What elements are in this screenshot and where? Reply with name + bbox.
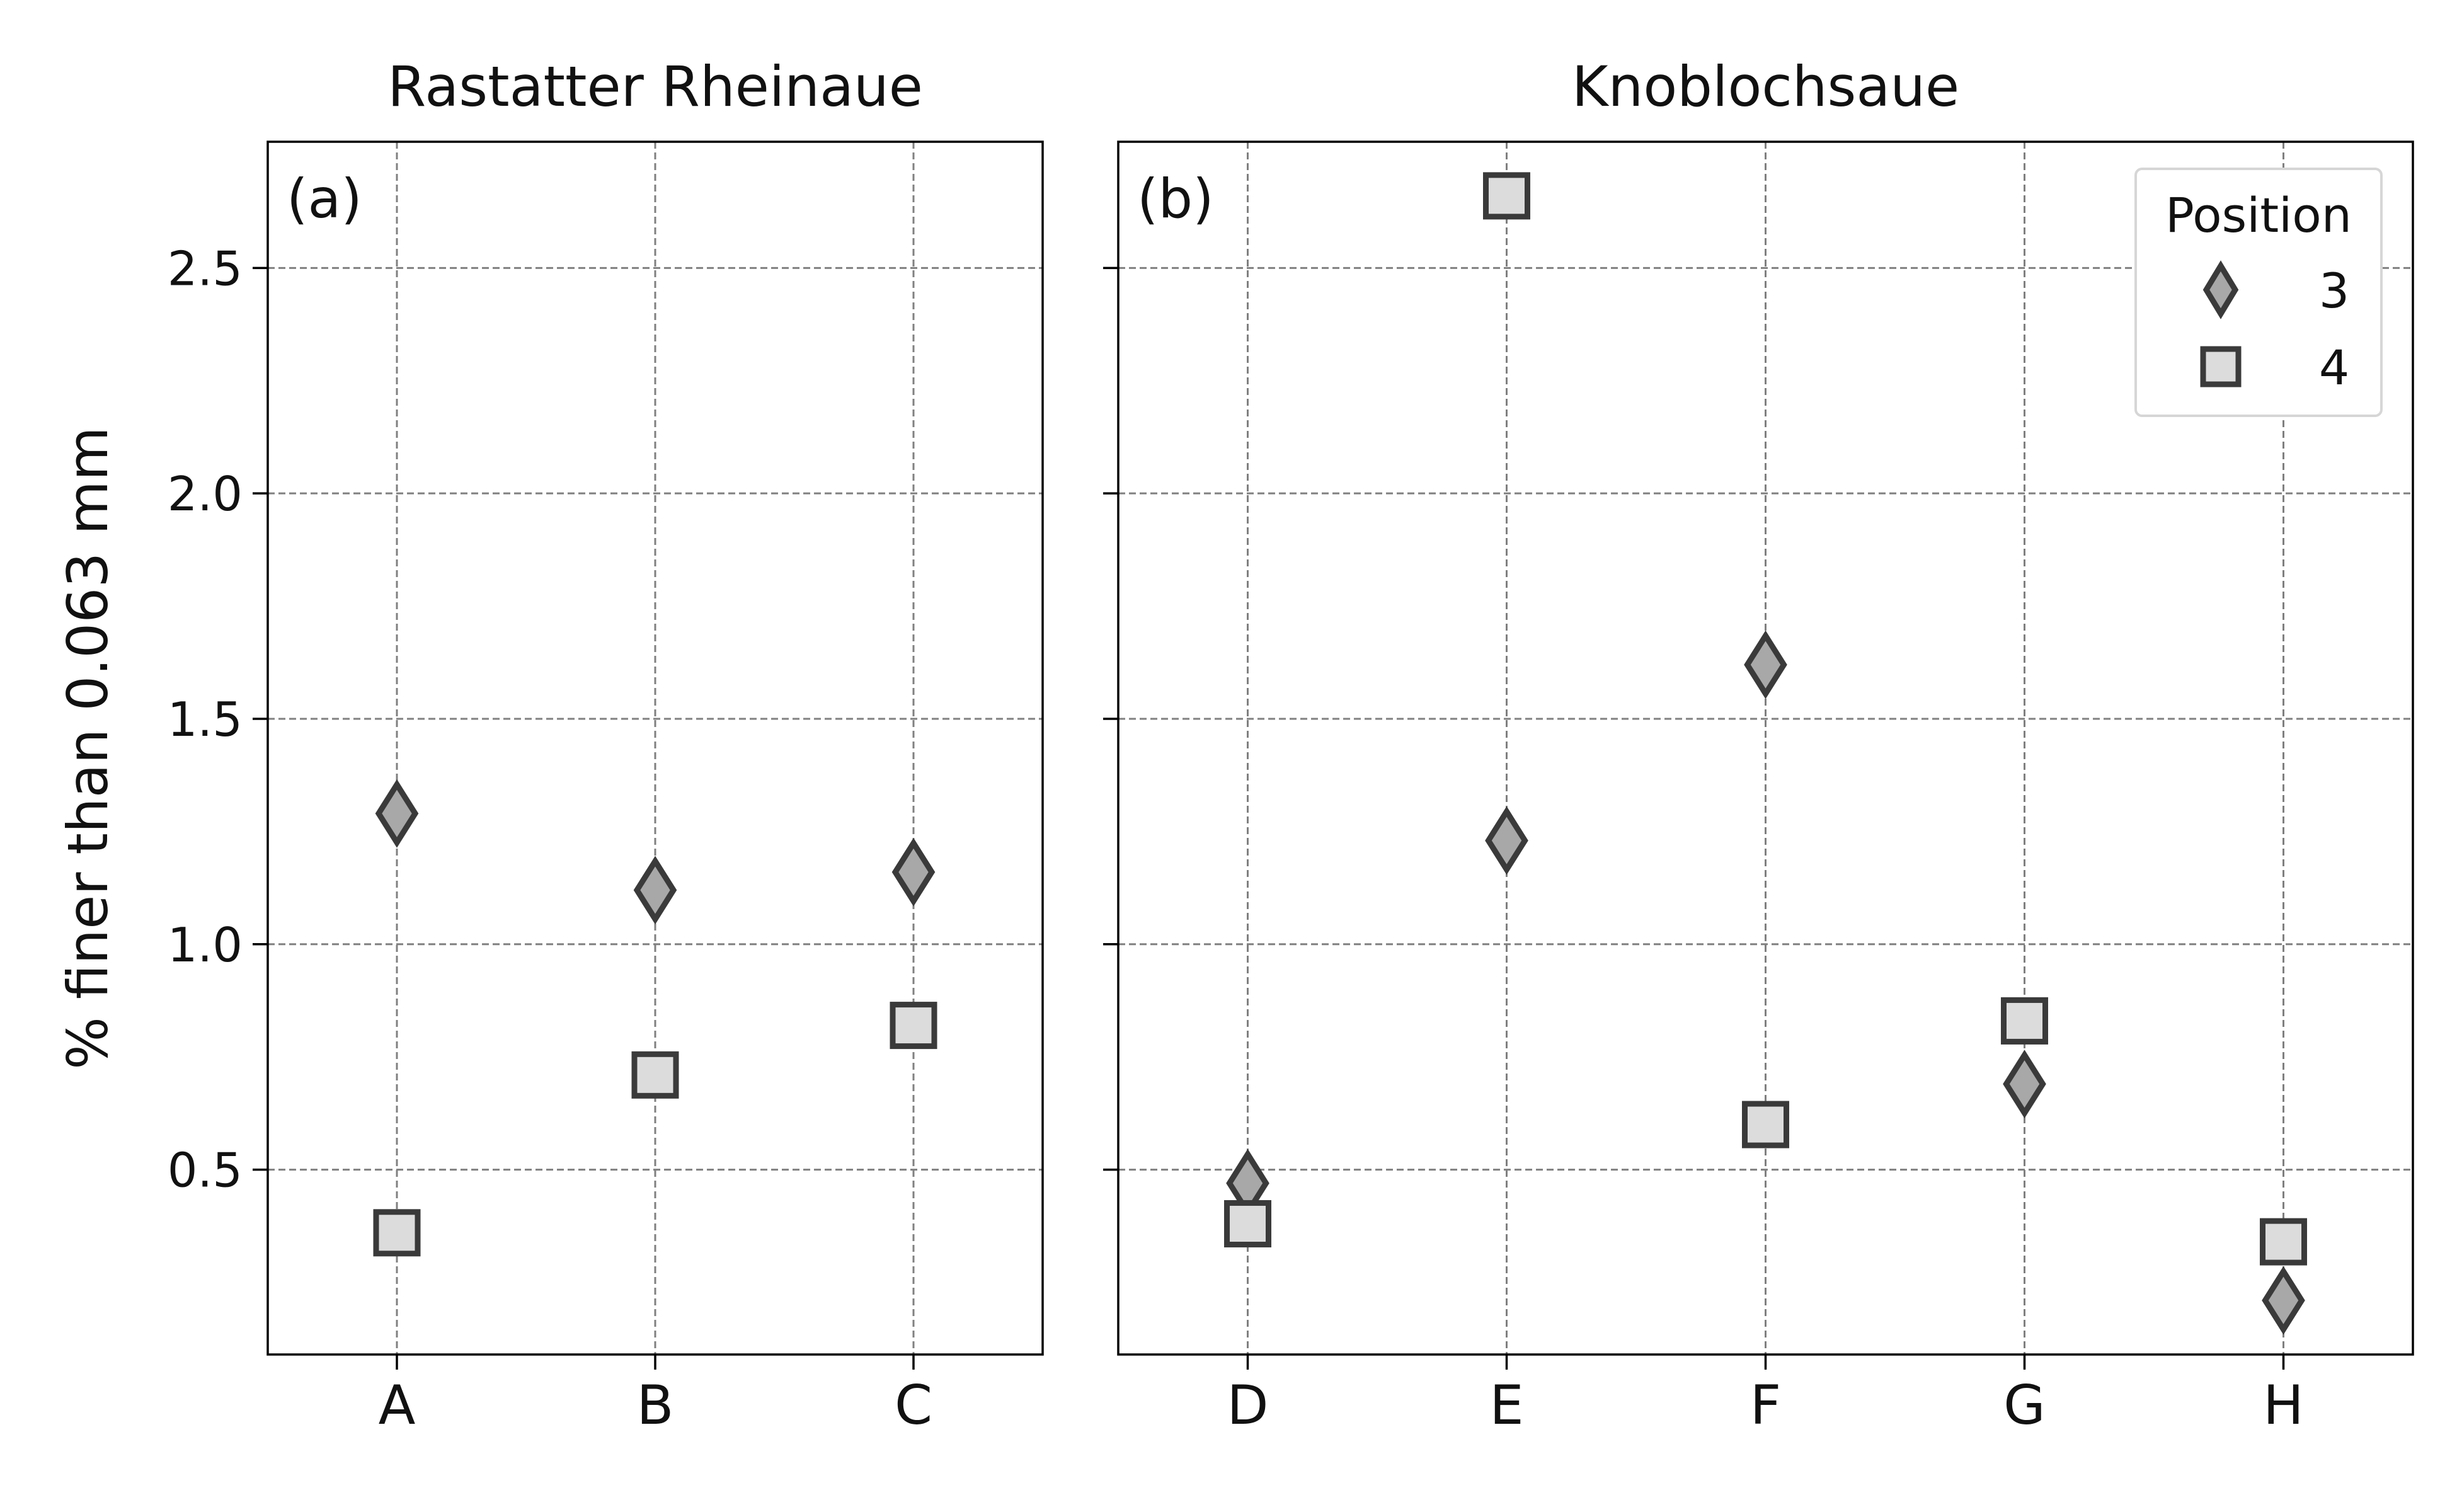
y-tick-label: 1.0	[168, 917, 243, 973]
data-point-square	[1742, 1101, 1789, 1148]
data-point-diamond	[2262, 1266, 2305, 1335]
panel-b: D E F G H Knoblochsaue (b)	[1103, 54, 2414, 1437]
data-point-diamond	[375, 779, 419, 848]
panel-a: 0.5 1.0 1.5 2.0 2.5 A B C Rastatter Rheinaue (a)	[168, 54, 1044, 1437]
legend-label: 3	[2319, 263, 2349, 319]
panel-tag: (a)	[287, 168, 362, 231]
data-point-diamond	[1744, 630, 1787, 699]
x-tick-label: F	[1750, 1374, 1781, 1437]
x-tick-label: C	[895, 1374, 932, 1437]
panel-title: Knoblochsaue	[1572, 54, 1959, 119]
x-tick-label: A	[379, 1374, 416, 1437]
y-tick-label: 0.5	[168, 1143, 243, 1198]
legend-label: 4	[2319, 340, 2349, 396]
y-axis-label: % finer than 0.063 mm	[55, 427, 120, 1069]
data-point-square	[2260, 1218, 2307, 1266]
legend: Position 3 4	[2134, 168, 2383, 417]
x-tick-label: E	[1489, 1374, 1523, 1437]
data-point-square	[890, 1002, 937, 1050]
x-tick-label: G	[2003, 1374, 2046, 1437]
legend-marker-diamond	[2202, 260, 2239, 319]
panel-tag: (b)	[1137, 168, 1214, 231]
y-tick-label: 1.5	[168, 692, 243, 747]
data-point-square	[1224, 1200, 1271, 1247]
x-tick-label: H	[2263, 1374, 2304, 1437]
data-point-square	[2001, 997, 2048, 1045]
plot-frame	[1117, 140, 2414, 1356]
y-tick-label: 2.0	[168, 466, 243, 522]
data-point-diamond	[2003, 1050, 2046, 1119]
panel-title: Rastatter Rheinaue	[387, 54, 923, 119]
data-point-square	[631, 1051, 679, 1099]
data-point-square	[373, 1209, 421, 1257]
x-tick-label: D	[1227, 1374, 1268, 1437]
y-tick-label: 2.5	[168, 241, 243, 296]
x-tick-label: B	[637, 1374, 674, 1437]
legend-frame	[2134, 168, 2383, 417]
data-point-square	[1483, 172, 1530, 220]
data-point-diamond	[1485, 806, 1528, 875]
plot-frame	[266, 140, 1044, 1356]
data-point-diamond	[633, 856, 677, 925]
data-point-diamond	[891, 837, 936, 907]
legend-marker-square	[2200, 346, 2242, 387]
legend-title: Position	[2165, 187, 2352, 243]
